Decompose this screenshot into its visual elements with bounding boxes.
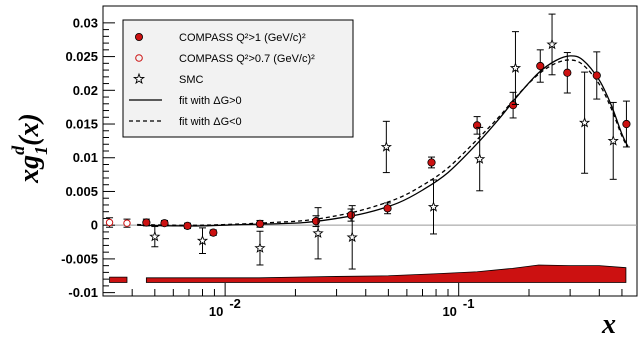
data-point-compass1 xyxy=(622,119,631,129)
data-point-compass1 xyxy=(311,217,321,226)
y-tick-label: 0.02 xyxy=(73,83,98,98)
data-point-compass1 xyxy=(142,218,151,227)
y-tick-label: 0.025 xyxy=(65,49,98,64)
data-point-compass1 xyxy=(255,219,265,228)
data-point-compass1 xyxy=(160,219,169,228)
y-tick-label: 0.015 xyxy=(65,117,98,132)
data-point-smc xyxy=(607,134,619,146)
legend-marker-smc xyxy=(132,72,146,85)
systematic-band xyxy=(109,264,627,283)
data-point-smc xyxy=(509,62,522,73)
x-tick-label: 10 xyxy=(209,304,223,319)
data-point-compass1 xyxy=(536,61,545,71)
x-tick-label-exponent: -2 xyxy=(229,296,241,311)
data-point-smc xyxy=(427,201,440,212)
data-point-smc xyxy=(474,153,486,164)
data-point-compass07 xyxy=(105,218,114,227)
y-axis-title: xg1d(x) xyxy=(8,113,51,184)
x-tick-label-exponent: -1 xyxy=(463,296,475,311)
data-point-smc xyxy=(149,230,161,242)
y-tick-label: -0.01 xyxy=(68,285,98,300)
data-point-smc xyxy=(196,234,209,246)
data-point-compass07 xyxy=(123,219,131,227)
y-tick-label: 0.005 xyxy=(65,184,98,199)
legend-label-fit-neg: fit with ΔG<0 xyxy=(179,116,242,128)
data-point-smc xyxy=(546,38,558,50)
x-axis-title: x xyxy=(601,309,616,337)
y-axis-title-sub: 1 xyxy=(31,146,51,155)
data-point-compass1 xyxy=(346,210,356,220)
data-point-smc xyxy=(312,227,324,239)
y-axis-title-sup: d xyxy=(8,145,28,155)
y-tick-label: 0.03 xyxy=(73,15,98,30)
legend-label-compass07: COMPASS Q²>0.7 (GeV/c)² xyxy=(179,53,315,65)
data-point-compass1 xyxy=(383,204,392,213)
legend-box xyxy=(122,19,354,138)
y-tick-label: -0.005 xyxy=(61,251,98,266)
data-point-compass1 xyxy=(427,158,436,167)
y-tick-label: 0 xyxy=(91,218,98,233)
systematic-band-segment xyxy=(145,264,627,283)
legend-label-smc: SMC xyxy=(179,74,204,86)
data-point-smc xyxy=(254,242,266,253)
data-point-compass1 xyxy=(563,68,572,77)
svg-text:xg1d(x): xg1d(x) xyxy=(8,113,51,184)
data-point-smc xyxy=(380,141,392,152)
data-point-smc xyxy=(578,116,591,128)
x-axis: 10 -2 10 -1 xyxy=(102,283,623,319)
y-axis-title-arg: (x) xyxy=(14,113,45,146)
data-point-compass1 xyxy=(592,71,601,80)
y-axis: 0.03 0.025 0.02 0.015 0.01 0.005 0 -0.005 -0.01 xyxy=(61,15,115,300)
legend-label-compass1: COMPASS Q²>1 (GeV/c)² xyxy=(179,32,306,44)
legend-marker-compass07 xyxy=(135,54,143,62)
data-point-compass1 xyxy=(183,221,192,230)
data-series xyxy=(105,13,631,270)
y-axis-title-main: xg xyxy=(14,155,45,184)
y-tick-label: 0.01 xyxy=(73,150,98,165)
legend-marker-compass1 xyxy=(134,33,143,42)
legend: COMPASS Q²>1 (GeV/c)² COMPASS Q²>0.7 (Ge… xyxy=(122,19,354,138)
legend-label-fit-pos: fit with ΔG>0 xyxy=(179,95,242,107)
data-point-smc xyxy=(346,231,358,243)
systematic-band-segment xyxy=(109,276,128,283)
data-point-compass1 xyxy=(209,228,218,237)
x-tick-label: 10 xyxy=(442,304,456,319)
